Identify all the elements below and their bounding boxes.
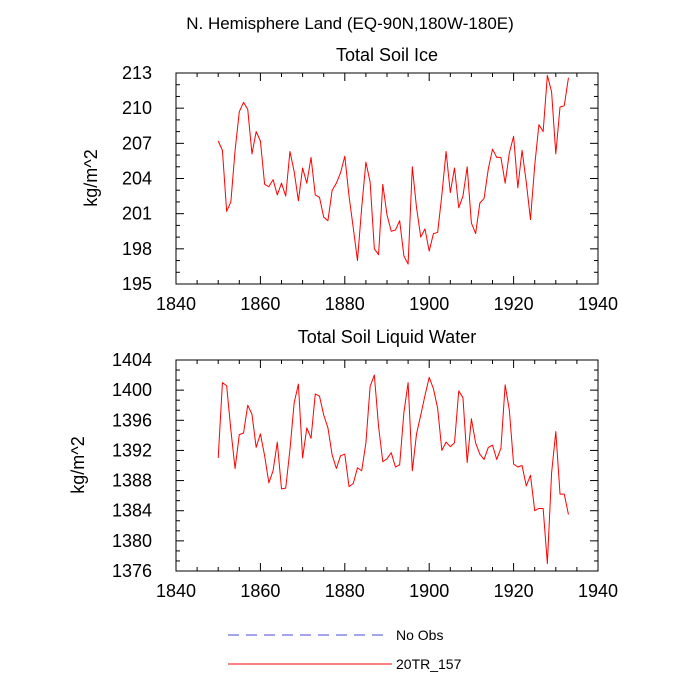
soil-liquid-xtick-label: 1840 xyxy=(156,581,196,601)
legend-20tr-157-label: 20TR_157 xyxy=(396,656,462,672)
soil-ice-title: Total Soil Ice xyxy=(336,45,438,65)
soil-liquid-ytick-label: 1400 xyxy=(112,380,152,400)
soil-ice-series-line xyxy=(217,74,569,265)
soil-liquid-xtick-label: 1860 xyxy=(240,581,280,601)
soil-ice-panel: Total Soil Ice kg/m^2 1840 1860 1880 1900 19… xyxy=(81,45,618,314)
soil-ice-ytick-label: 201 xyxy=(122,204,152,224)
soil-liquid-ticks: 1840 1860 1880 1900 1920 1940 1376 1380 1384 1388… xyxy=(112,350,618,601)
soil-ice-ytick-label: 207 xyxy=(122,133,152,153)
soil-liquid-xtick-label: 1900 xyxy=(409,581,449,601)
soil-liquid-ytick-label: 1376 xyxy=(112,561,152,581)
soil-ice-ytick-label: 195 xyxy=(122,274,152,294)
soil-ice-xtick-label: 1860 xyxy=(240,294,280,314)
soil-liquid-series-line xyxy=(217,374,569,564)
soil-ice-xtick-label: 1920 xyxy=(494,294,534,314)
legend: No Obs 20TR_157 xyxy=(228,627,462,672)
soil-liquid-ytick-label: 1384 xyxy=(112,501,152,521)
soil-liquid-ytick-label: 1392 xyxy=(112,440,152,460)
soil-ice-ylabel: kg/m^2 xyxy=(81,149,101,206)
soil-liquid-xtick-label: 1920 xyxy=(494,581,534,601)
soil-liquid-xtick-label: 1880 xyxy=(325,581,365,601)
soil-ice-xtick-label: 1840 xyxy=(156,294,196,314)
legend-no-obs-label: No Obs xyxy=(396,627,443,643)
soil-liquid-series xyxy=(217,374,569,564)
soil-ice-xtick-label: 1880 xyxy=(325,294,365,314)
soil-liquid-ytick-label: 1380 xyxy=(112,531,152,551)
soil-liquid-ylabel: kg/m^2 xyxy=(68,436,88,493)
soil-ice-ytick-label: 210 xyxy=(122,98,152,118)
soil-ice-ticks: 1840 1860 1880 1900 1920 1940 195 198 201 204 207 2… xyxy=(122,63,618,314)
soil-ice-xtick-label: 1940 xyxy=(578,294,618,314)
soil-ice-ytick-label: 198 xyxy=(122,239,152,259)
soil-liquid-ytick-label: 1404 xyxy=(112,350,152,370)
soil-ice-plot-frame xyxy=(175,72,599,285)
figure-title: N. Hemisphere Land (EQ-90N,180W-180E) xyxy=(186,14,514,33)
soil-ice-series xyxy=(217,74,569,265)
soil-liquid-ytick-label: 1396 xyxy=(112,410,152,430)
soil-liquid-ytick-label: 1388 xyxy=(112,471,152,491)
soil-ice-ytick-label: 204 xyxy=(122,169,152,189)
soil-ice-xtick-label: 1900 xyxy=(409,294,449,314)
soil-liquid-plot-frame xyxy=(175,359,599,572)
soil-liquid-title: Total Soil Liquid Water xyxy=(298,327,476,347)
soil-liquid-xtick-label: 1940 xyxy=(578,581,618,601)
soil-ice-ytick-label: 213 xyxy=(122,63,152,83)
soil-liquid-panel: Total Soil Liquid Water kg/m^2 1840 1860 1… xyxy=(68,327,618,601)
